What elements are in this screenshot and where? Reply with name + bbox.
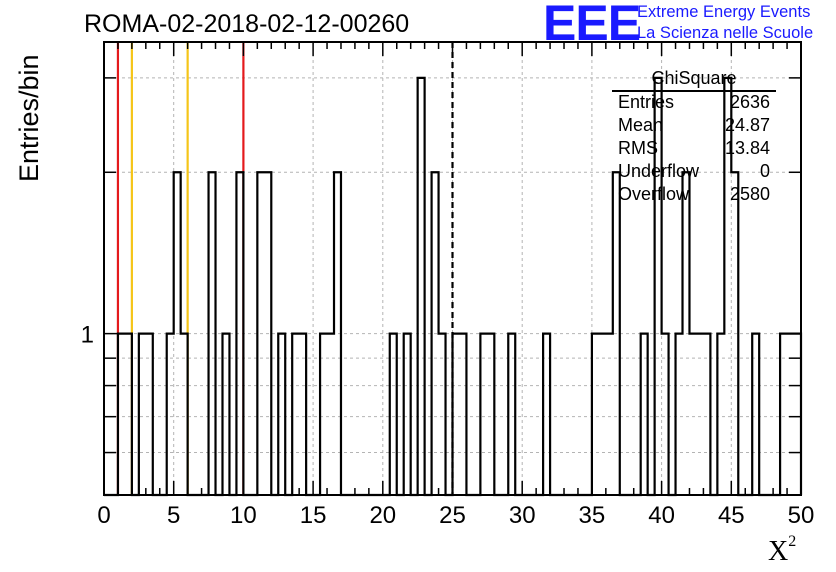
histogram-bin (641, 334, 648, 495)
histogram-bin (278, 334, 285, 495)
histogram-bin (599, 334, 606, 495)
stats-row-mean: Mean 24.87 (618, 115, 770, 137)
histogram-bin (459, 334, 466, 495)
histogram-bin (480, 334, 487, 495)
stats-value: 2580 (729, 184, 770, 204)
stats-box: ChiSquare Entries 2636 Mean 24.87 RMS 13… (612, 68, 776, 208)
histogram-bin (487, 334, 494, 495)
histogram-bin (299, 334, 306, 495)
histogram-bin (320, 334, 327, 495)
logo-line-1: Extreme Energy Events (637, 3, 811, 21)
histogram-bin (439, 334, 446, 495)
histogram-bin (418, 78, 425, 495)
histogram-bin (508, 334, 515, 495)
stats-value: 13.84 (724, 138, 770, 158)
y-tick-label: 1 (81, 322, 94, 349)
stats-key: Mean (618, 115, 664, 135)
stats-value: 24.87 (724, 115, 770, 135)
histogram-bin (683, 172, 690, 495)
x-tick-label: 50 (788, 502, 815, 529)
histogram-bin (453, 334, 460, 495)
stats-title: ChiSquare (651, 68, 737, 88)
x-tick-label: 40 (648, 502, 675, 529)
stats-divider (612, 90, 776, 92)
histogram-bin (327, 334, 334, 495)
x-tick-label: 20 (369, 502, 396, 529)
y-axis-label: Entries/bin (14, 54, 44, 182)
histogram-bin (174, 172, 181, 495)
stats-value: 2636 (729, 92, 770, 112)
histogram-bin (731, 172, 738, 495)
histogram-bin (592, 334, 599, 495)
histogram-bin (432, 172, 439, 495)
histogram-bin (613, 172, 620, 495)
histogram-bin (703, 334, 710, 495)
stats-key: RMS (618, 138, 658, 158)
x-tick-label: 35 (579, 502, 606, 529)
stats-row-rms: RMS 13.84 (618, 138, 770, 160)
histogram-bin (292, 334, 299, 495)
histogram-bin (139, 334, 146, 495)
stats-row-entries: Entries 2636 (618, 92, 770, 114)
histogram-bin (167, 334, 174, 495)
eee-logo: EEE Extreme Energy Events La Scienza nel… (541, 0, 836, 51)
histogram-bin (118, 334, 125, 495)
histogram-bin (334, 172, 341, 495)
chart-title: ROMA-02-2018-02-12-00260 (84, 10, 410, 38)
stats-row-underflow: Underflow 0 (618, 161, 770, 183)
stats-row-overflow: Overflow 2580 (618, 184, 770, 206)
histogram-bin (125, 334, 132, 495)
histogram-bin (676, 334, 683, 495)
histogram-bin (264, 172, 271, 495)
x-tick-label: 15 (300, 502, 327, 529)
histogram-bin (780, 334, 787, 495)
histogram-bin (181, 334, 188, 495)
stats-key: Entries (618, 92, 675, 112)
x-tick-label: 25 (439, 502, 466, 529)
histogram-bin (606, 334, 613, 495)
axis-ticks: 0 5 10 15 20 25 30 35 40 45 50 1 (81, 42, 815, 529)
x-axis-label-sup: 2 (788, 532, 797, 550)
histogram-bin (257, 172, 264, 495)
x-axis-label-base: X (768, 536, 789, 567)
x-tick-label: 5 (167, 502, 180, 529)
histogram-bin (543, 334, 550, 495)
logo-mark: EEE (543, 0, 641, 51)
x-tick-label: 30 (509, 502, 536, 529)
histogram-bin (222, 334, 229, 495)
histogram-bin (404, 334, 411, 495)
histogram-bin (752, 334, 759, 495)
stats-key: Overflow (618, 184, 690, 204)
histogram-bin (146, 334, 153, 495)
histogram-bin (717, 334, 724, 495)
stats-value: 0 (759, 161, 770, 181)
x-axis-label: X2 (768, 532, 797, 568)
histogram-bin (209, 172, 216, 495)
histogram-bin (696, 334, 703, 495)
logo-line-2: La Scienza nelle Scuole (637, 24, 814, 42)
x-tick-label: 10 (230, 502, 257, 529)
histogram-bin (662, 334, 669, 495)
stats-key: Underflow (618, 161, 700, 181)
x-tick-label: 0 (97, 502, 110, 529)
histogram-bin (689, 334, 696, 495)
x-tick-label: 45 (718, 502, 745, 529)
histogram-bin (390, 334, 397, 495)
histogram-bin (236, 172, 243, 495)
